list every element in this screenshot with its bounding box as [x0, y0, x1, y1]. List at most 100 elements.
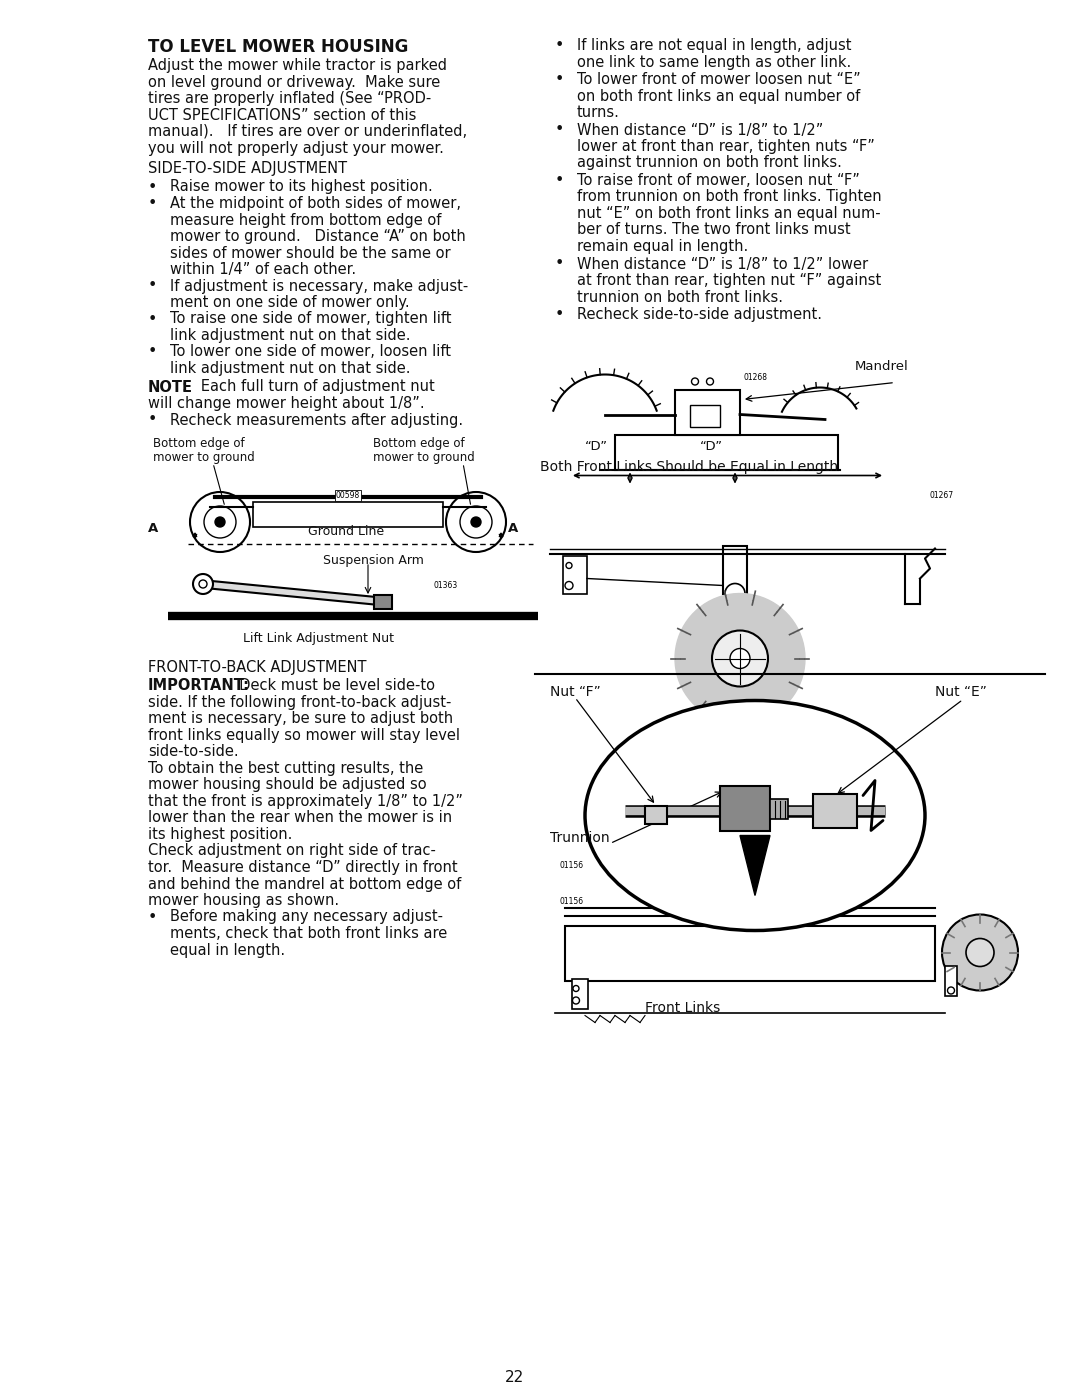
Text: Deck must be level side-to: Deck must be level side-to — [230, 679, 435, 693]
Text: Raise mower to its highest position.: Raise mower to its highest position. — [170, 179, 433, 194]
Text: manual).   If tires are over or underinflated,: manual). If tires are over or underinfla… — [148, 124, 468, 138]
Circle shape — [572, 997, 580, 1004]
Text: “D”: “D” — [700, 440, 724, 453]
Text: mower to ground: mower to ground — [153, 451, 255, 464]
Text: Adjust the mower while tractor is parked: Adjust the mower while tractor is parked — [148, 59, 447, 73]
Bar — [253, 502, 443, 527]
Text: Both Front Links Should be Equal in Length: Both Front Links Should be Equal in Leng… — [540, 460, 838, 474]
Bar — [675, 390, 740, 434]
Text: on level ground or driveway.  Make sure: on level ground or driveway. Make sure — [148, 74, 441, 89]
Text: measure height from bottom edge of: measure height from bottom edge of — [170, 212, 442, 228]
Text: To obtain the best cutting results, the: To obtain the best cutting results, the — [148, 761, 423, 775]
Text: FRONT-TO-BACK ADJUSTMENT: FRONT-TO-BACK ADJUSTMENT — [148, 659, 366, 675]
Circle shape — [573, 985, 579, 992]
Text: A: A — [508, 522, 518, 535]
Text: side. If the following front-to-back adjust-: side. If the following front-to-back adj… — [148, 694, 451, 710]
Text: If adjustment is necessary, make adjust-: If adjustment is necessary, make adjust- — [170, 278, 469, 293]
Text: remain equal in length.: remain equal in length. — [577, 239, 748, 254]
Text: its highest position.: its highest position. — [148, 827, 293, 842]
Bar — [945, 965, 957, 996]
Text: will change mower height about 1/8”.: will change mower height about 1/8”. — [148, 395, 424, 411]
Text: Check adjustment on right side of trac-: Check adjustment on right side of trac- — [148, 844, 436, 859]
Text: •: • — [148, 345, 158, 359]
Text: mower housing as shown.: mower housing as shown. — [148, 893, 339, 908]
Text: Nut “F”: Nut “F” — [550, 686, 600, 700]
Bar — [615, 434, 838, 469]
Text: sides of mower should be the same or: sides of mower should be the same or — [170, 246, 450, 260]
Text: Bottom edge of: Bottom edge of — [153, 437, 245, 450]
Text: tires are properly inflated (See “PROD-: tires are properly inflated (See “PROD- — [148, 91, 431, 106]
Bar — [690, 405, 720, 426]
Text: •: • — [555, 307, 565, 321]
Text: If links are not equal in length, adjust: If links are not equal in length, adjust — [577, 38, 851, 53]
Circle shape — [565, 581, 573, 590]
Text: To raise front of mower, loosen nut “F”: To raise front of mower, loosen nut “F” — [577, 173, 860, 189]
Text: turns.: turns. — [577, 105, 620, 120]
Text: Front Links: Front Links — [645, 1000, 720, 1014]
Text: At the midpoint of both sides of mower,: At the midpoint of both sides of mower, — [170, 196, 461, 211]
Polygon shape — [675, 594, 805, 724]
Text: mower to ground.   Distance “A” on both: mower to ground. Distance “A” on both — [170, 229, 465, 244]
Text: •: • — [555, 173, 565, 189]
Text: against trunnion on both front links.: against trunnion on both front links. — [577, 155, 842, 170]
Text: Ground Line: Ground Line — [308, 525, 384, 538]
Text: lower at front than rear, tighten nuts “F”: lower at front than rear, tighten nuts “… — [577, 138, 875, 154]
Text: link adjustment nut on that side.: link adjustment nut on that side. — [170, 360, 410, 376]
Circle shape — [204, 506, 237, 538]
Text: Recheck side-to-side adjustment.: Recheck side-to-side adjustment. — [577, 307, 822, 321]
Bar — [723, 545, 747, 594]
Text: To lower one side of mower, loosen lift: To lower one side of mower, loosen lift — [170, 345, 451, 359]
Text: •: • — [555, 38, 565, 53]
Bar — [720, 785, 770, 830]
Text: 22: 22 — [505, 1370, 524, 1384]
Text: on both front links an equal number of: on both front links an equal number of — [577, 88, 861, 103]
Text: •: • — [148, 179, 158, 194]
Text: lower than the rear when the mower is in: lower than the rear when the mower is in — [148, 810, 453, 826]
Text: When distance “D” is 1/8” to 1/2” lower: When distance “D” is 1/8” to 1/2” lower — [577, 257, 868, 271]
Bar — [770, 799, 788, 819]
Polygon shape — [740, 835, 770, 895]
Text: Before making any necessary adjust-: Before making any necessary adjust- — [170, 909, 443, 925]
Circle shape — [215, 517, 225, 527]
Text: front links equally so mower will stay level: front links equally so mower will stay l… — [148, 728, 460, 743]
Text: that the front is approximately 1/8” to 1/2”: that the front is approximately 1/8” to … — [148, 793, 463, 809]
Circle shape — [947, 988, 955, 995]
Text: 01156: 01156 — [561, 861, 584, 869]
Text: 00598: 00598 — [336, 490, 360, 500]
Circle shape — [730, 648, 750, 669]
Text: SIDE-TO-SIDE ADJUSTMENT: SIDE-TO-SIDE ADJUSTMENT — [148, 161, 347, 176]
Text: •: • — [148, 312, 158, 327]
Text: one link to same length as other link.: one link to same length as other link. — [577, 54, 851, 70]
Text: ment is necessary, be sure to adjust both: ment is necessary, be sure to adjust bot… — [148, 711, 454, 726]
Circle shape — [460, 506, 492, 538]
Text: nut “E” on both front links an equal num-: nut “E” on both front links an equal num… — [577, 205, 880, 221]
Text: When distance “D” is 1/8” to 1/2”: When distance “D” is 1/8” to 1/2” — [577, 123, 823, 137]
Text: 01267: 01267 — [930, 492, 954, 500]
Circle shape — [712, 630, 768, 686]
Text: mower housing should be adjusted so: mower housing should be adjusted so — [148, 778, 427, 792]
Circle shape — [966, 939, 994, 967]
Bar — [645, 806, 667, 823]
Text: To raise one side of mower, tighten lift: To raise one side of mower, tighten lift — [170, 312, 451, 327]
Text: TO LEVEL MOWER HOUSING: TO LEVEL MOWER HOUSING — [148, 38, 408, 56]
Bar — [374, 595, 392, 609]
Text: •: • — [148, 196, 158, 211]
Ellipse shape — [585, 700, 924, 930]
Circle shape — [942, 915, 1018, 990]
Circle shape — [471, 517, 481, 527]
Text: •: • — [148, 278, 158, 293]
Text: and behind the mandrel at bottom edge of: and behind the mandrel at bottom edge of — [148, 876, 461, 891]
Text: from trunnion on both front links. Tighten: from trunnion on both front links. Tight… — [577, 190, 881, 204]
Text: Nut “E”: Nut “E” — [935, 686, 987, 700]
Text: UCT SPECIFICATIONS” section of this: UCT SPECIFICATIONS” section of this — [148, 108, 417, 123]
Text: •: • — [148, 412, 158, 427]
Text: link adjustment nut on that side.: link adjustment nut on that side. — [170, 328, 410, 344]
Text: IMPORTANT:: IMPORTANT: — [148, 679, 249, 693]
Circle shape — [199, 580, 207, 588]
Text: •: • — [555, 73, 565, 87]
Text: Lift Link Adjustment Nut: Lift Link Adjustment Nut — [243, 631, 394, 645]
Text: side-to-side.: side-to-side. — [148, 745, 239, 760]
Text: •: • — [555, 257, 565, 271]
Bar — [572, 978, 588, 1009]
Circle shape — [706, 379, 714, 386]
